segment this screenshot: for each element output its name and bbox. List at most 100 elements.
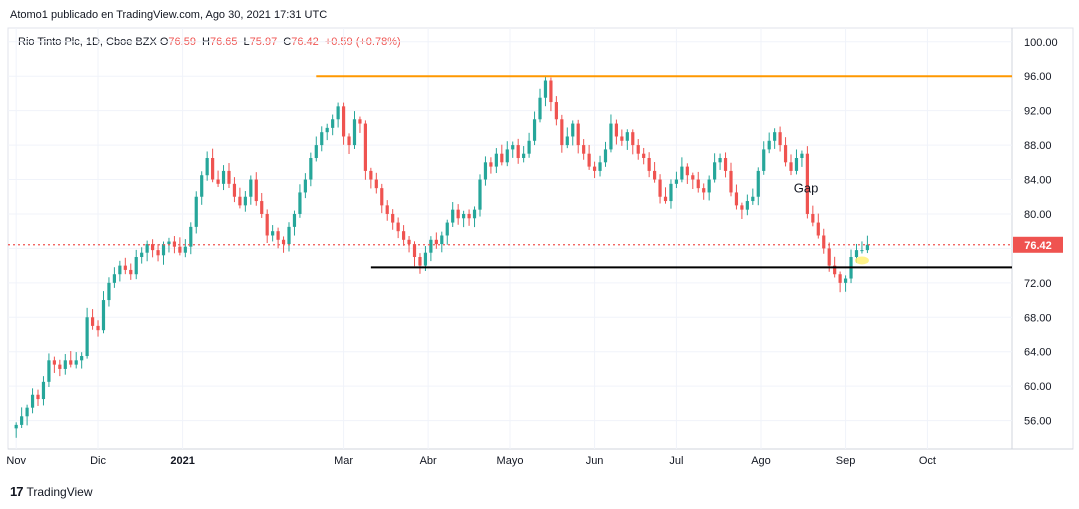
candle-body xyxy=(576,123,580,146)
x-tick-label: Mayo xyxy=(497,455,524,467)
candle-body xyxy=(69,360,73,365)
candle-body xyxy=(118,265,122,275)
candle-body xyxy=(320,132,324,146)
candle-body xyxy=(363,123,368,171)
candle-body xyxy=(740,205,744,210)
candle-body xyxy=(592,166,597,171)
x-tick-label: Oct xyxy=(919,455,936,467)
x-tick-label: Jun xyxy=(586,455,604,467)
candle-body xyxy=(194,196,198,227)
candle-body xyxy=(96,325,100,331)
candle-body xyxy=(707,179,711,193)
y-tick-label: 64.00 xyxy=(1024,347,1052,359)
candle-body xyxy=(303,179,307,193)
candle-body xyxy=(407,239,411,245)
candle-body xyxy=(625,132,629,141)
candle-body xyxy=(456,209,460,219)
candle-body xyxy=(287,226,291,245)
candle-body xyxy=(587,153,591,167)
candle-body xyxy=(396,222,400,232)
candle-body xyxy=(647,158,651,171)
candle-body xyxy=(243,196,247,206)
candle-body xyxy=(745,201,749,210)
candle-body xyxy=(713,162,717,180)
y-tick-label: 92.00 xyxy=(1024,106,1052,118)
candle-body xyxy=(156,250,160,256)
candle-body xyxy=(14,424,18,429)
candle-body xyxy=(511,145,515,150)
tradingview-brand: TradingView xyxy=(26,484,93,499)
candle-body xyxy=(833,265,837,275)
candle-body xyxy=(472,209,477,219)
y-tick-label: 60.00 xyxy=(1024,381,1052,393)
candle-body xyxy=(603,149,608,163)
candle-body xyxy=(865,244,870,251)
candle-body xyxy=(25,407,29,417)
candle-body xyxy=(538,97,542,120)
candle-body xyxy=(107,282,111,301)
candle-body xyxy=(90,317,95,326)
candle-body xyxy=(838,274,842,283)
x-tick-label: Nov xyxy=(6,455,26,467)
candle-body xyxy=(642,153,646,159)
candle-body xyxy=(756,170,760,197)
candle-body xyxy=(680,166,684,180)
candle-body xyxy=(63,360,67,369)
candle-body xyxy=(265,213,269,236)
x-tick-label: 2021 xyxy=(170,455,194,467)
candle-body xyxy=(309,158,313,180)
candle-body xyxy=(571,123,575,137)
candle-body xyxy=(800,153,804,159)
candle-body xyxy=(543,80,548,98)
candle-body xyxy=(161,244,166,256)
candle-body xyxy=(352,119,357,146)
candle-body xyxy=(674,179,679,184)
candle-body xyxy=(669,183,673,202)
candle-body xyxy=(254,179,258,202)
candle-body xyxy=(140,252,144,258)
candle-body xyxy=(451,209,455,223)
candle-body xyxy=(271,231,275,236)
candle-body xyxy=(281,239,286,245)
gap-annotation: Gap xyxy=(794,180,819,195)
candle-body xyxy=(734,192,739,206)
candle-body xyxy=(380,188,384,206)
candle-body xyxy=(751,196,755,202)
candle-body xyxy=(52,360,56,365)
candle-body xyxy=(811,213,815,223)
x-tick-label: Sep xyxy=(836,455,856,467)
candle-body xyxy=(36,394,40,400)
candle-body xyxy=(440,235,444,245)
candle-body xyxy=(767,140,771,150)
candle-body xyxy=(854,250,859,258)
candle-body xyxy=(500,153,504,163)
candle-body xyxy=(685,166,689,176)
candle-body xyxy=(276,231,280,240)
y-tick-label: 56.00 xyxy=(1024,416,1052,428)
candle-body xyxy=(391,213,395,223)
candle-body xyxy=(658,179,662,197)
candle-body xyxy=(298,192,302,214)
last-price-label: 76.42 xyxy=(1024,240,1052,252)
candle-body xyxy=(816,222,820,236)
y-tick-label: 80.00 xyxy=(1024,209,1052,221)
y-tick-label: 68.00 xyxy=(1024,312,1052,324)
candle-body xyxy=(221,170,226,184)
y-tick-label: 88.00 xyxy=(1024,140,1052,152)
candle-body xyxy=(636,145,640,154)
attribution-text: Atomo1 publicado en TradingView.com, Ago… xyxy=(10,9,328,21)
candle-body xyxy=(336,106,340,120)
candle-body xyxy=(827,248,831,266)
candle-body xyxy=(401,231,406,240)
candle-body xyxy=(150,244,155,251)
candle-body xyxy=(527,140,531,154)
candle-body xyxy=(292,213,297,227)
candle-body xyxy=(58,364,62,369)
candle-body xyxy=(718,158,722,163)
candle-body xyxy=(172,241,177,247)
candle-body xyxy=(843,278,848,283)
candle-body xyxy=(532,119,537,141)
candle-body xyxy=(369,170,373,180)
candle-body xyxy=(47,360,51,382)
